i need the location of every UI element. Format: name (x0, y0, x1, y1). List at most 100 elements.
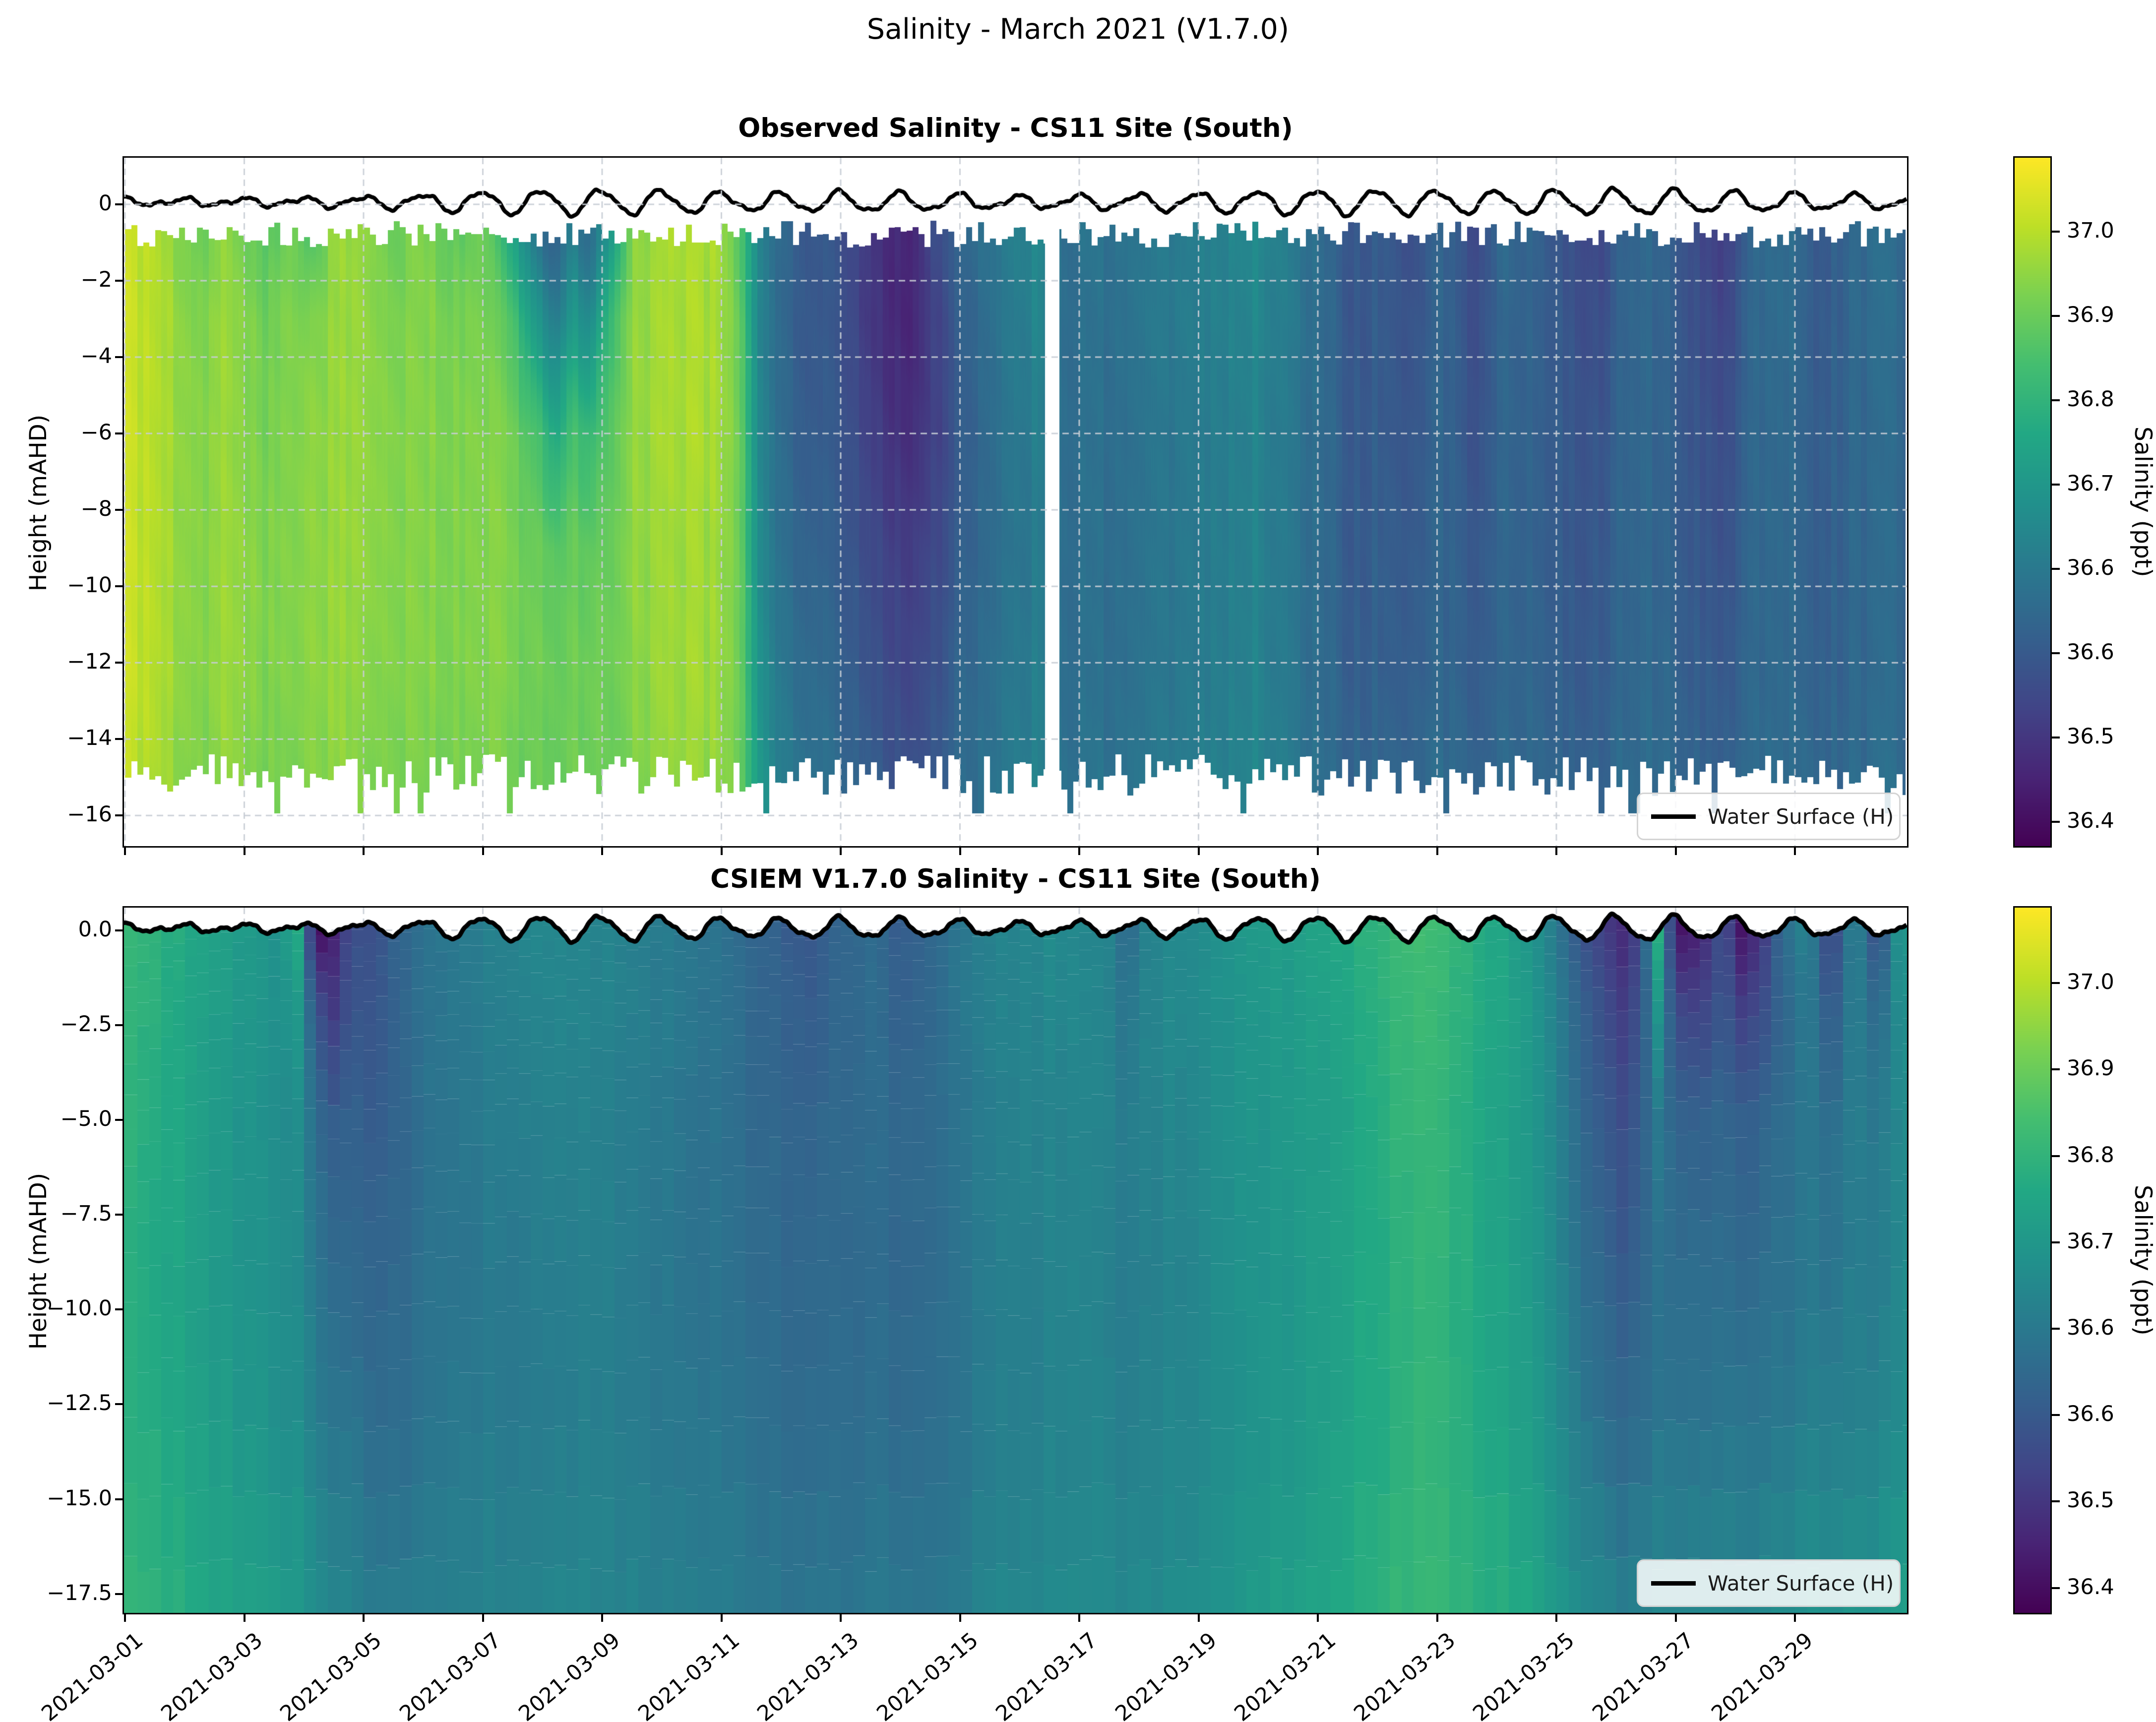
x-tick-mark (1794, 1613, 1796, 1622)
x-tick-mark (363, 1613, 365, 1622)
x-tick-mark (124, 846, 126, 855)
x-tick-mark (959, 1613, 961, 1622)
colorbar-tick-mark (2052, 1414, 2060, 1416)
x-tick-label: 2021-03-03 (156, 1628, 267, 1722)
x-tick-label: 2021-03-11 (633, 1628, 744, 1722)
x-tick-mark (1674, 846, 1677, 855)
y-tick-mark (115, 1214, 124, 1216)
colorbar-tick-mark (2052, 982, 2060, 984)
x-tick-mark (1436, 846, 1438, 855)
y-tick-mark (115, 509, 124, 511)
colorbar-tick-label: 36.5 (2067, 1488, 2114, 1513)
x-tick-mark (601, 1613, 603, 1622)
x-tick-mark (1555, 1613, 1557, 1622)
y-tick-mark (115, 814, 124, 817)
x-tick-label: 2021-03-13 (752, 1628, 864, 1722)
x-tick-label: 2021-03-15 (872, 1628, 983, 1722)
y-tick-label: 0 (98, 190, 112, 216)
panel2-legend-label: Water Surface (H) (1708, 1571, 1894, 1596)
colorbar-tick-mark (2052, 567, 2060, 570)
colorbar-tick-mark (2052, 1068, 2060, 1071)
panel2-title: CSIEM V1.7.0 Salinity - CS11 Site (South… (710, 864, 1321, 894)
colorbar-tick-mark (2052, 1241, 2060, 1243)
colorbar-tick-mark (2052, 230, 2060, 233)
y-tick-mark (115, 432, 124, 435)
colorbar-tick-label: 36.7 (2067, 1229, 2114, 1254)
x-tick-mark (1317, 846, 1319, 855)
panel1-colorbar (2013, 156, 2052, 848)
y-tick-label: −2 (80, 267, 112, 292)
x-tick-mark (1078, 1613, 1080, 1622)
panel1-y-axis-label: Height (mAHD) (25, 414, 52, 592)
x-tick-label: 2021-03-17 (991, 1628, 1103, 1722)
colorbar-tick-label: 36.9 (2067, 1056, 2114, 1081)
colorbar-tick-mark (2052, 1500, 2060, 1503)
x-tick-label: 2021-03-09 (514, 1628, 625, 1722)
colorbar-tick-label: 36.4 (2067, 1574, 2114, 1599)
x-tick-label: 2021-03-27 (1588, 1628, 1699, 1722)
y-tick-mark (115, 738, 124, 740)
x-tick-mark (1197, 1613, 1200, 1622)
colorbar-tick-label: 36.4 (2067, 808, 2114, 833)
x-tick-mark (1317, 1613, 1319, 1622)
panel1-title: Observed Salinity - CS11 Site (South) (738, 113, 1293, 143)
colorbar-tick-label: 37.0 (2067, 970, 2114, 995)
x-tick-label: 2021-03-07 (395, 1628, 506, 1722)
panel2-colorbar-label: Salinity (ppt) (2129, 1185, 2156, 1336)
x-tick-mark (124, 1613, 126, 1622)
x-tick-label: 2021-03-25 (1468, 1628, 1580, 1722)
x-tick-mark (1436, 1613, 1438, 1622)
y-tick-label: −12.5 (47, 1391, 112, 1416)
panel1-colorbar-label: Salinity (ppt) (2129, 427, 2156, 577)
x-tick-mark (363, 846, 365, 855)
panel1-legend-label: Water Surface (H) (1708, 804, 1894, 829)
water-surface-line-icon (1651, 814, 1696, 819)
x-tick-mark (1197, 846, 1200, 855)
y-tick-mark (115, 1498, 124, 1500)
y-tick-label: −4 (80, 344, 112, 369)
y-tick-mark (115, 280, 124, 282)
y-tick-mark (115, 585, 124, 588)
x-tick-label: 2021-03-19 (1110, 1628, 1222, 1722)
colorbar-tick-label: 36.9 (2067, 302, 2114, 327)
y-tick-label: −12 (67, 649, 112, 675)
y-tick-label: −2.5 (60, 1011, 112, 1037)
y-tick-label: −15.0 (47, 1485, 112, 1511)
y-tick-label: −8 (80, 496, 112, 522)
panel2-colorbar (2013, 906, 2052, 1614)
x-tick-mark (720, 1613, 723, 1622)
colorbar-tick-mark (2052, 736, 2060, 738)
x-tick-mark (959, 846, 961, 855)
x-tick-label: 2021-03-29 (1707, 1628, 1818, 1722)
colorbar-tick-label: 36.6 (2067, 1402, 2114, 1427)
y-tick-mark (115, 356, 124, 359)
y-tick-mark (115, 1024, 124, 1026)
y-tick-label: −7.5 (60, 1201, 112, 1227)
water-surface-line-icon (1651, 1581, 1696, 1586)
y-tick-label: −14 (67, 726, 112, 751)
y-tick-mark (115, 1119, 124, 1121)
x-tick-label: 2021-03-01 (37, 1628, 148, 1722)
x-tick-mark (482, 846, 484, 855)
y-tick-mark (115, 1403, 124, 1406)
colorbar-tick-mark (2052, 1587, 2060, 1589)
y-tick-mark (115, 1593, 124, 1595)
y-tick-label: −10.0 (47, 1296, 112, 1321)
x-tick-label: 2021-03-23 (1349, 1628, 1460, 1722)
colorbar-tick-label: 36.5 (2067, 724, 2114, 749)
y-tick-label: 0.0 (78, 917, 112, 942)
y-tick-label: −6 (80, 420, 112, 445)
panel1-legend: Water Surface (H) (1637, 793, 1901, 840)
x-tick-mark (482, 1613, 484, 1622)
x-tick-mark (840, 846, 842, 855)
x-tick-mark (720, 846, 723, 855)
x-tick-mark (1674, 1613, 1677, 1622)
y-tick-label: −5.0 (60, 1107, 112, 1132)
panel2-legend: Water Surface (H) (1637, 1559, 1901, 1607)
y-tick-mark (115, 1308, 124, 1311)
colorbar-tick-label: 36.8 (2067, 1142, 2114, 1168)
colorbar-tick-mark (2052, 314, 2060, 317)
colorbar-tick-label: 36.6 (2067, 639, 2114, 665)
x-tick-mark (601, 846, 603, 855)
